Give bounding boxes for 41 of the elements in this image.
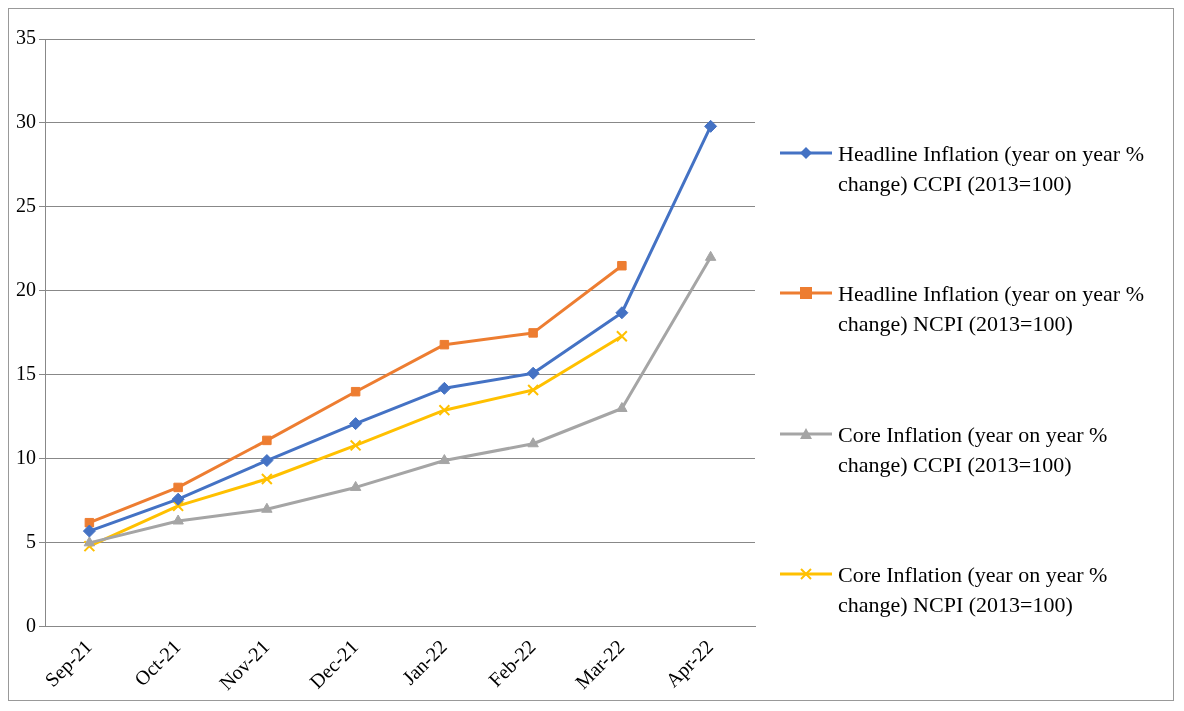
point: [526, 366, 540, 380]
point: [615, 306, 629, 320]
point: [437, 381, 451, 395]
point: [349, 439, 362, 452]
point: [262, 435, 272, 446]
y-tick-label: 5: [26, 530, 36, 553]
point: [704, 119, 718, 133]
point: [260, 473, 273, 485]
point: [528, 328, 538, 338]
y-tick-label: 15: [16, 362, 36, 385]
point: [171, 492, 185, 506]
legend-label: Headline Inflation (year on year % change) CCPI (2013=100): [838, 140, 1146, 199]
point: [349, 480, 362, 491]
point: [438, 404, 451, 417]
point: [173, 482, 183, 493]
point: [617, 260, 627, 271]
legend-label: Core Inflation (year on year % change) NCPI (2013=100): [838, 560, 1109, 619]
point: [261, 502, 273, 513]
point: [172, 514, 184, 525]
point: [260, 454, 274, 468]
point: [527, 437, 539, 448]
y-tick-label: 30: [16, 110, 36, 133]
legend-label: Core Inflation (year on year % change) CCPI (2013=100): [838, 420, 1109, 479]
point: [439, 339, 450, 350]
y-tick-label: 25: [16, 194, 36, 217]
y-tick-label: 20: [16, 278, 36, 301]
legend-label: Headline Inflation (year on year % change) NCPI (2013=100): [838, 280, 1146, 339]
point: [349, 417, 363, 431]
y-tick-label: 10: [16, 446, 36, 469]
point: [527, 384, 540, 396]
point: [350, 386, 361, 397]
point: [615, 330, 628, 343]
point: [704, 250, 717, 261]
point: [82, 524, 96, 538]
point: [616, 401, 628, 412]
point: [83, 536, 96, 547]
y-tick-label: 35: [16, 26, 36, 49]
y-tick-label: 0: [26, 614, 36, 637]
point: [438, 454, 451, 465]
point: [172, 499, 185, 512]
point: [83, 540, 96, 553]
